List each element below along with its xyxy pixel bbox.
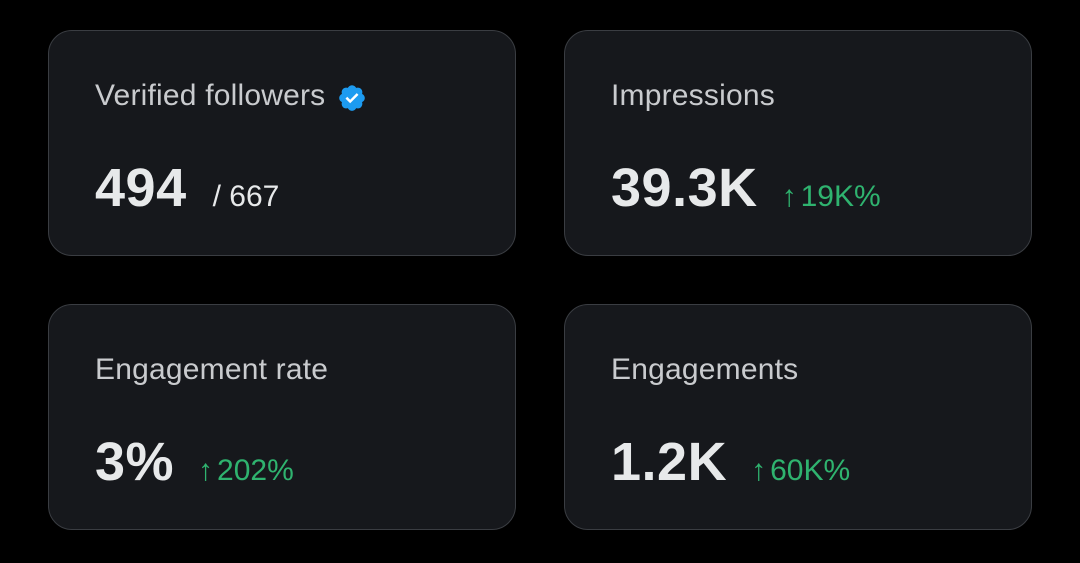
card-delta: ↑ 19K% (782, 180, 881, 214)
card-label: Impressions (611, 79, 775, 112)
card-delta-value: 202% (217, 454, 294, 487)
card-value-row: 494 / 667 (95, 157, 279, 219)
card-value: 39.3K (611, 158, 758, 218)
card-value: 3% (95, 432, 175, 492)
card-value: 494 (95, 158, 187, 218)
verified-badge-icon (337, 83, 367, 113)
arrow-up-icon: ↑ (751, 454, 767, 487)
impressions-card[interactable]: Impressions 39.3K ↑ 19K% (564, 30, 1032, 256)
engagement-rate-card[interactable]: Engagement rate 3% ↑ 202% (48, 304, 516, 530)
card-label-row: Verified followers (95, 79, 367, 113)
card-delta: ↑ 202% (198, 454, 294, 488)
verified-followers-card[interactable]: Verified followers 494 / 667 (48, 30, 516, 256)
engagements-card[interactable]: Engagements 1.2K ↑ 60K% (564, 304, 1032, 530)
card-value-row: 39.3K ↑ 19K% (611, 157, 881, 219)
card-value: 1.2K (611, 432, 728, 492)
arrow-up-icon: ↑ (781, 180, 797, 213)
card-delta: ↑ 60K% (751, 454, 850, 488)
card-total: / 667 (212, 180, 280, 213)
card-value-row: 1.2K ↑ 60K% (611, 431, 850, 493)
card-value-row: 3% ↑ 202% (95, 431, 294, 493)
card-delta-value: 60K% (770, 454, 851, 487)
card-label-row: Engagements (611, 353, 798, 387)
card-label-row: Impressions (611, 79, 775, 113)
arrow-up-icon: ↑ (198, 454, 214, 487)
card-delta-value: 19K% (800, 180, 881, 213)
card-label: Verified followers (95, 79, 326, 112)
card-label: Engagements (611, 353, 799, 386)
card-label-row: Engagement rate (95, 353, 328, 387)
card-label: Engagement rate (95, 353, 329, 386)
